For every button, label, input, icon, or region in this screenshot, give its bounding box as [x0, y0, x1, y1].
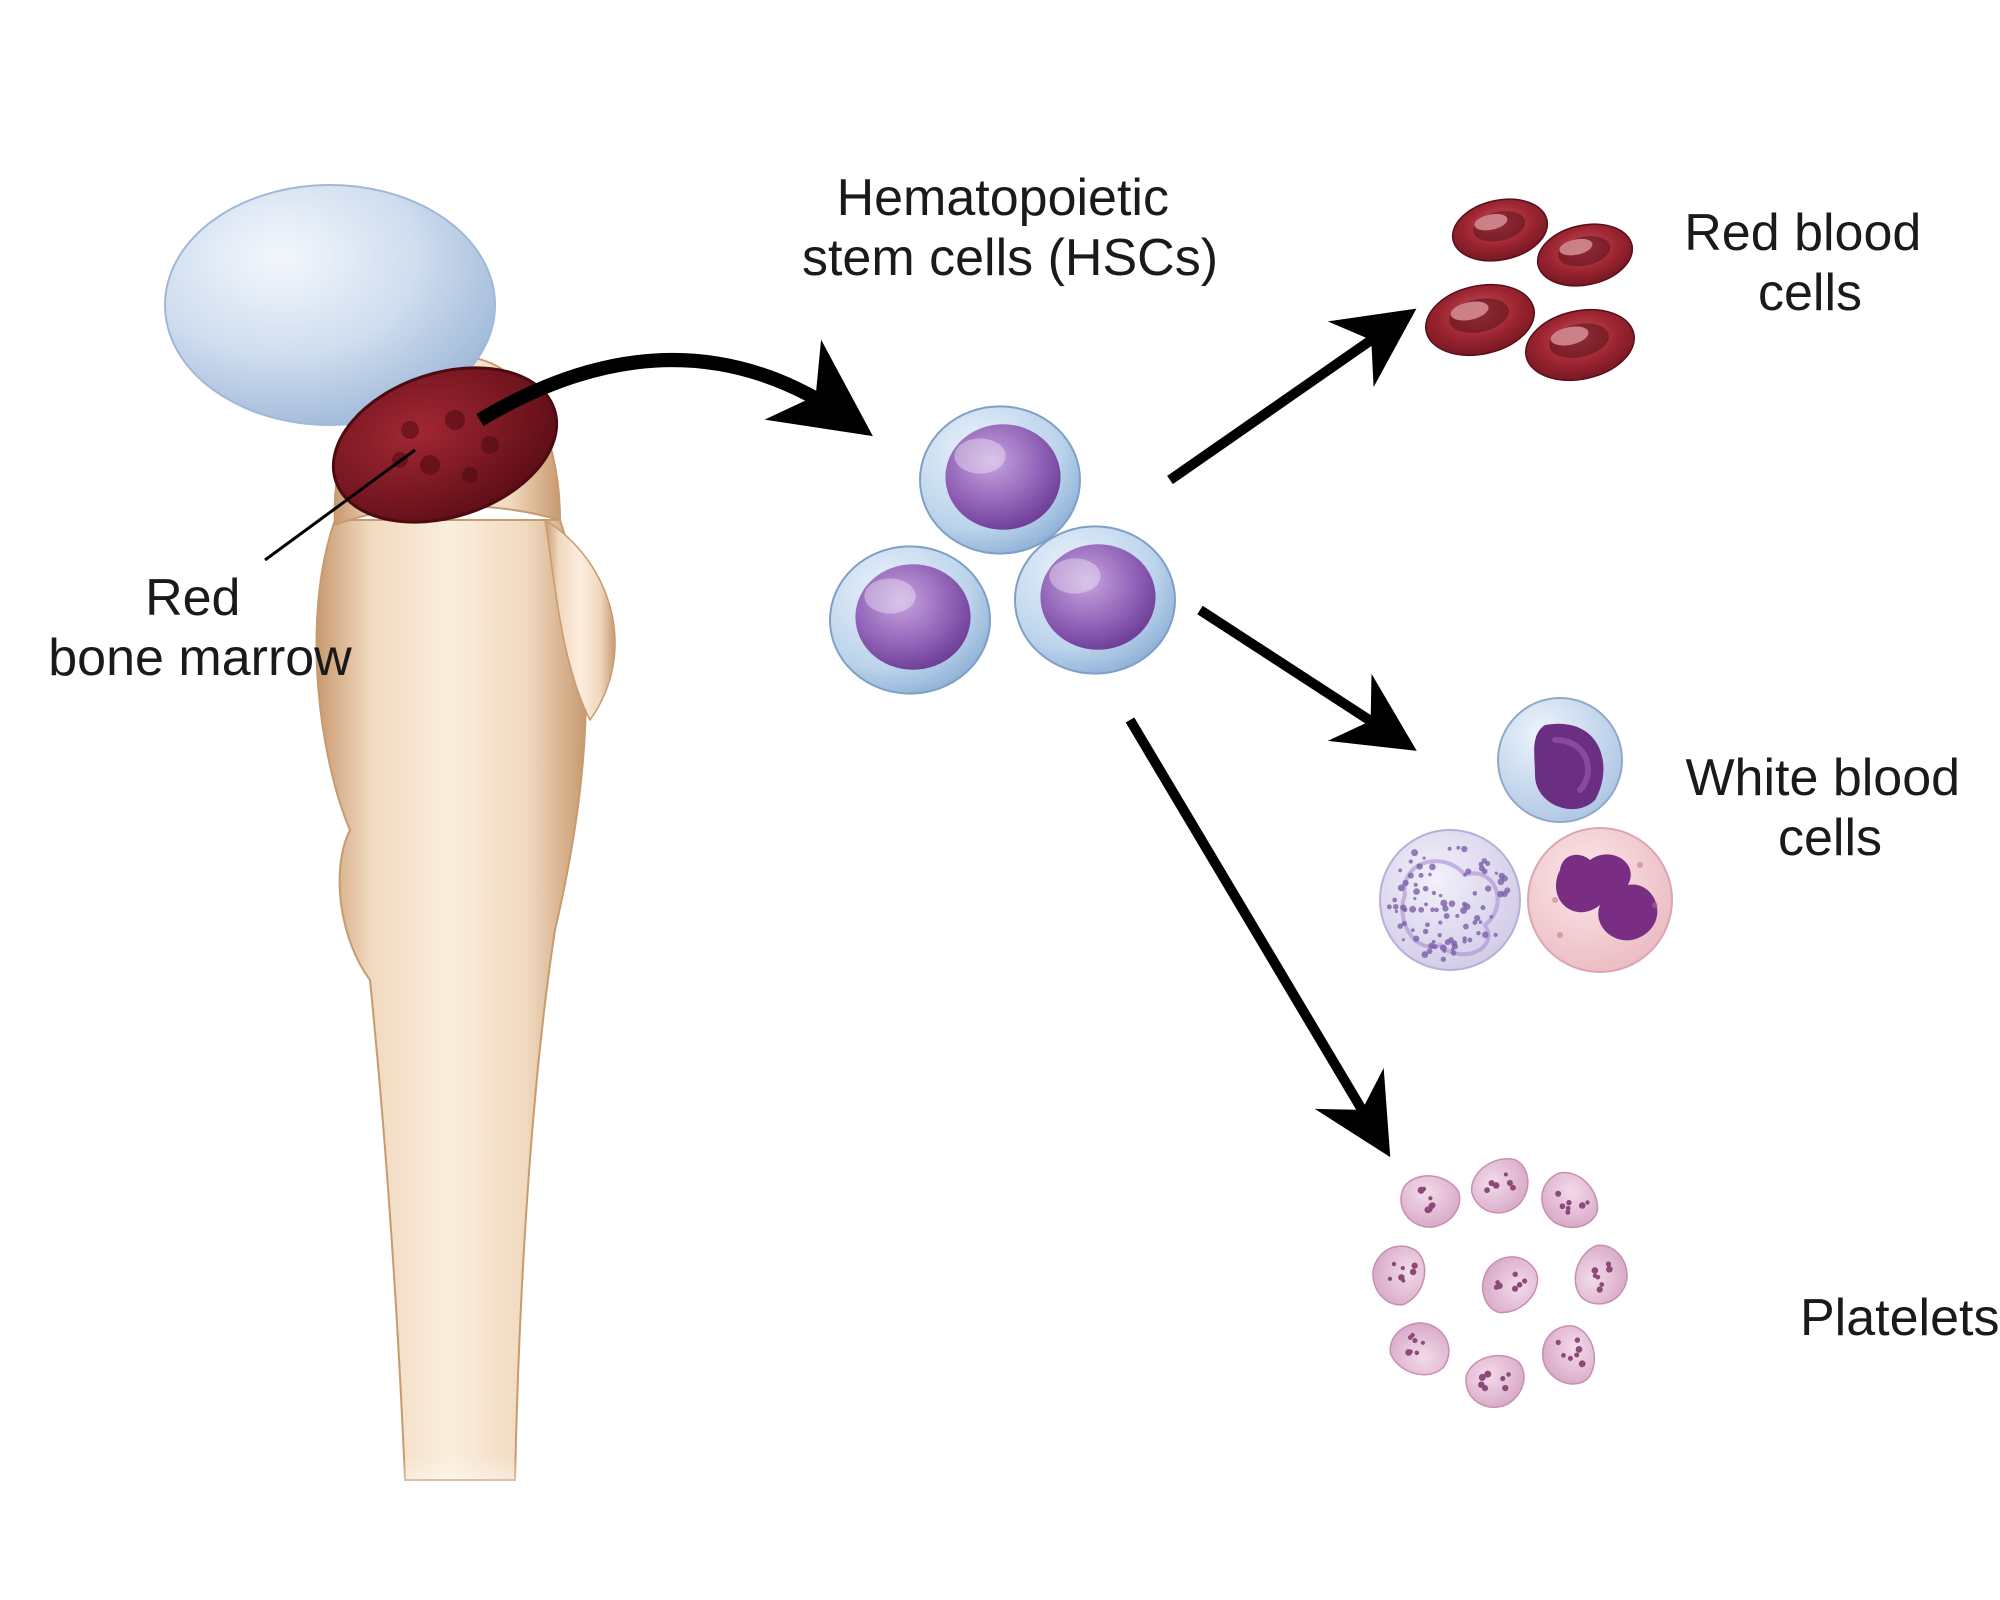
arrow-hsc-to-rbc [1170, 320, 1400, 480]
red-blood-cells [1419, 191, 1641, 390]
wbc-lymphocyte [1498, 698, 1622, 822]
label-rbc: Red blood cells [1684, 204, 1936, 322]
hematopoiesis-diagram: Red bone marrow Hematopoietic stem cells… [0, 0, 2000, 1600]
label-hsc: Hematopoietic stem cells (HSCs) [802, 169, 1218, 287]
label-bone-marrow: Red bone marrow [48, 569, 352, 687]
arrow-hsc-to-platelets [1130, 720, 1380, 1140]
arrow-hsc-to-wbc [1200, 610, 1400, 740]
label-wbc: White blood cells [1685, 749, 1974, 867]
white-blood-cells [1380, 698, 1672, 972]
wbc-granulocyte [1380, 830, 1520, 970]
label-platelets: Platelets [1800, 1289, 1999, 1347]
platelets [1364, 1149, 1635, 1411]
hsc-cells [830, 406, 1175, 693]
wbc-monocyte [1528, 828, 1672, 972]
